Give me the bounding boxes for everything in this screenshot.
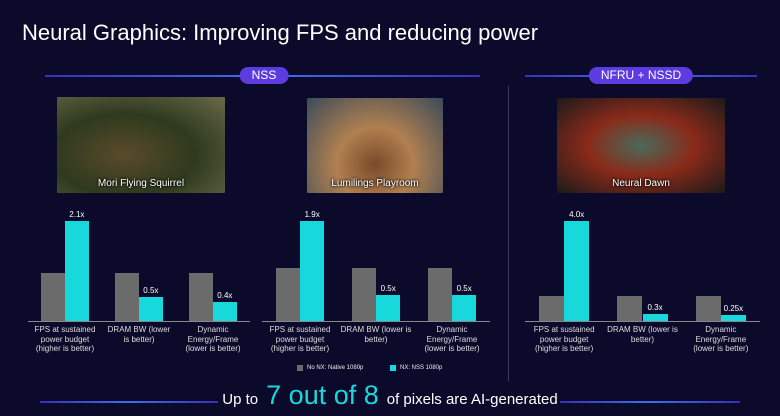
scene-image: Lumilings Playroom	[307, 98, 443, 193]
bar	[642, 313, 668, 321]
footer-line	[40, 401, 218, 403]
baseline	[262, 321, 490, 322]
legend-swatch	[390, 365, 396, 371]
category-label: Dynamic Energy/Frame (lower is better)	[693, 325, 749, 353]
footer: Up to 7 out of 8 of pixels are AI-genera…	[0, 380, 780, 411]
value-label: 0.4x	[217, 290, 233, 300]
value-label: 0.25x	[723, 303, 744, 313]
scene-image: Mori Flying Squirrel	[57, 97, 225, 193]
value-label: 0.3x	[647, 302, 663, 312]
bar	[275, 268, 300, 321]
bar	[351, 268, 376, 321]
value-label: 2.1x	[69, 210, 85, 219]
category-label: Dynamic Energy/Frame (lower is better)	[185, 325, 241, 353]
category-label: DRAM BW (lower is better)	[340, 325, 412, 344]
scene-image: Neural Dawn	[557, 98, 725, 193]
bar	[189, 273, 213, 321]
bar	[695, 296, 721, 321]
bar	[65, 221, 89, 321]
image-caption: Neural Dawn	[612, 178, 670, 189]
legend-label: No NX: Native 1080p	[307, 365, 364, 371]
footer-text: Up to	[222, 391, 259, 408]
bar	[376, 294, 401, 321]
value-label: 0.5x	[380, 283, 396, 293]
bar	[720, 314, 746, 321]
divider	[508, 86, 509, 381]
baseline	[525, 321, 760, 322]
footer-text: of pixels are AI-generated	[386, 391, 558, 408]
footer-highlight: 7 out of 8	[266, 380, 379, 410]
footer-line	[560, 401, 740, 403]
category-label: DRAM BW (lower is better)	[607, 325, 678, 344]
category-label: FPS at sustained power budget (higher is…	[34, 325, 96, 353]
bar	[41, 273, 65, 321]
bar	[427, 268, 452, 321]
bar	[539, 296, 565, 321]
category-label: FPS at sustained power budget (higher is…	[269, 325, 331, 353]
category-label: DRAM BW (lower is better)	[107, 325, 171, 344]
bar	[115, 273, 139, 321]
legend-label: NX: NSS 1080p	[400, 365, 443, 371]
image-caption: Lumilings Playroom	[331, 178, 419, 189]
value-label: 1.9x	[304, 210, 320, 219]
section-pill: NFRU + NSSD	[588, 67, 694, 84]
bar	[452, 294, 477, 321]
bar	[564, 221, 590, 321]
image-caption: Mori Flying Squirrel	[97, 178, 185, 189]
value-label: 4.0x	[569, 210, 585, 219]
bar	[617, 296, 643, 321]
bar	[139, 297, 163, 321]
category-label: Dynamic Energy/Frame (lower is better)	[424, 325, 480, 353]
value-label: 0.5x	[143, 286, 159, 296]
bar	[213, 301, 237, 321]
value-label: 0.5x	[456, 283, 472, 293]
section-pill: NSS	[239, 67, 289, 84]
legend-swatch	[297, 365, 303, 371]
bar	[300, 221, 325, 321]
slide-title: Neural Graphics: Improving FPS and reduc…	[22, 20, 539, 45]
category-label: FPS at sustained power budget (higher is…	[533, 325, 595, 353]
baseline	[28, 321, 250, 322]
